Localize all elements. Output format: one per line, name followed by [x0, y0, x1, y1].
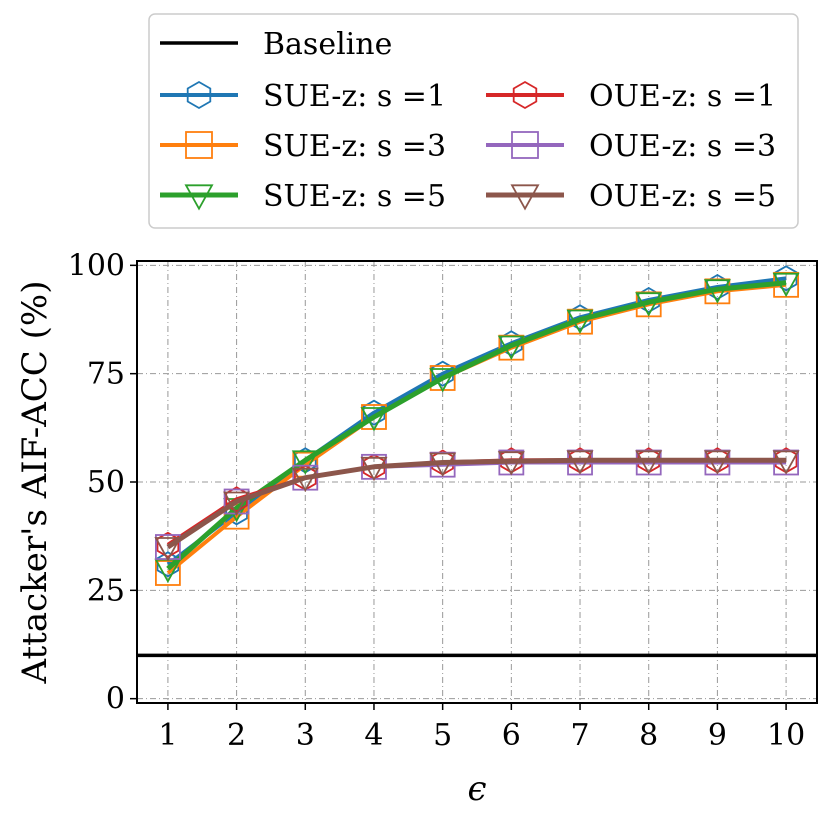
legend-marker — [510, 184, 540, 211]
data-point — [431, 360, 454, 387]
x-tick-label: 5 — [433, 718, 452, 753]
legend-label: Baseline — [263, 27, 392, 62]
data-point — [706, 447, 729, 474]
data-point — [291, 467, 319, 493]
series-line — [166, 460, 787, 549]
y-tick-label: 100 — [68, 248, 125, 283]
data-point — [637, 447, 660, 474]
data-point — [566, 309, 594, 334]
x-tick-label: 8 — [639, 718, 658, 753]
legend-label: SUE-z: s =5 — [263, 179, 446, 214]
data-point — [360, 407, 388, 432]
x-tick-label: 6 — [502, 718, 521, 753]
legend-marker — [511, 131, 539, 159]
data-point — [772, 450, 800, 475]
data-point — [497, 451, 525, 476]
legend-marker — [186, 80, 212, 110]
data-point — [156, 531, 180, 558]
x-tick-label: 3 — [296, 718, 315, 753]
x-axis-label: ϵ — [467, 769, 486, 809]
data-point — [362, 399, 386, 426]
data-point — [703, 279, 731, 304]
legend-marker — [185, 131, 213, 159]
x-tick-label: 9 — [708, 718, 727, 753]
data-point — [635, 450, 663, 475]
y-tick-label: 0 — [106, 682, 125, 717]
y-tick-label: 75 — [87, 357, 125, 392]
data-point — [566, 450, 594, 475]
series-line — [166, 276, 787, 566]
series-line — [166, 282, 787, 575]
data-point — [500, 447, 523, 474]
y-tick-label: 50 — [87, 465, 125, 500]
data-point — [156, 551, 180, 578]
data-point — [429, 452, 457, 477]
data-point — [429, 368, 457, 393]
data-point — [291, 450, 319, 475]
legend-marker — [184, 184, 214, 211]
data-point — [223, 491, 251, 516]
y-axis-label: Attacker's AIF-ACC (%) — [15, 281, 55, 685]
legend-label: SUE-z: s =1 — [263, 79, 446, 114]
data-point — [360, 456, 388, 482]
data-point — [635, 292, 663, 317]
x-tick-label: 7 — [570, 718, 589, 753]
series-line — [166, 457, 787, 550]
legend-label: OUE-z: s =5 — [589, 179, 776, 214]
data-point — [772, 272, 800, 298]
legend-label: OUE-z: s =3 — [589, 129, 776, 164]
x-tick-label: 10 — [767, 718, 805, 753]
legend-label: OUE-z: s =1 — [589, 79, 776, 114]
legend-label: SUE-z: s =3 — [263, 129, 446, 164]
data-point — [703, 450, 731, 475]
x-axis-ticks: 1 2 3 4 5 6 7 8 9 10 — [158, 703, 805, 753]
series-area — [137, 265, 817, 658]
data-point — [497, 335, 525, 360]
grid — [137, 261, 817, 703]
data-point — [774, 447, 798, 474]
series-line — [166, 458, 787, 547]
legend: Baseline SUE-z: s =1 SUE-z: s =3 SUE-z: s =… — [148, 13, 799, 229]
data-point — [154, 537, 182, 562]
legend-marker — [512, 80, 538, 110]
data-point — [225, 486, 248, 513]
y-axis-ticks: 0 25 50 75 100 — [68, 248, 137, 717]
legend-box — [148, 13, 799, 229]
y-tick-label: 25 — [87, 573, 125, 608]
x-tick-label: 4 — [364, 718, 383, 753]
data-point — [431, 449, 454, 476]
x-tick-label: 2 — [227, 718, 246, 753]
series-line — [166, 280, 787, 571]
x-tick-label: 1 — [158, 718, 177, 753]
data-point — [568, 447, 592, 474]
